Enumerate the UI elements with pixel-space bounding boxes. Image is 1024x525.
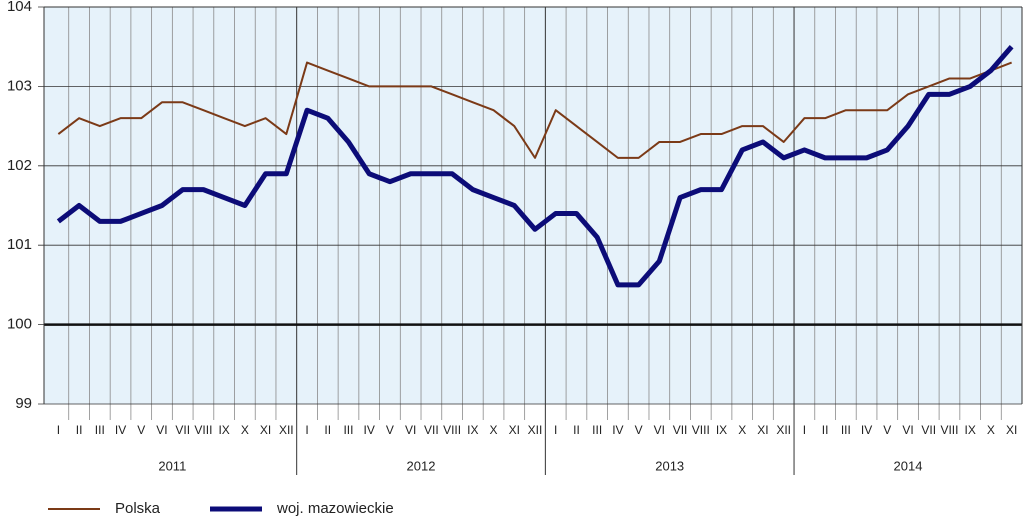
x-tick-label: XI (260, 423, 271, 437)
x-tick-label: V (883, 423, 891, 437)
x-tick-label: VII (175, 423, 190, 437)
y-tick-label: 104 (7, 0, 32, 15)
x-tick-label: XI (1006, 423, 1017, 437)
y-tick-label: 100 (7, 316, 32, 333)
x-tick-label: IV (861, 423, 872, 437)
x-tick-label: IV (364, 423, 375, 437)
x-tick-label: X (738, 423, 746, 437)
x-tick-label: III (343, 423, 353, 437)
y-tick-label: 101 (7, 236, 32, 253)
legend-label: woj. mazowieckie (276, 500, 394, 517)
x-tick-label: VII (424, 423, 439, 437)
series-line (57, 61, 1012, 159)
year-label: 2014 (894, 458, 923, 473)
x-tick-label: X (490, 423, 498, 437)
x-tick-label: II (76, 423, 83, 437)
x-tick-label: III (592, 423, 602, 437)
legend-label: Polska (115, 500, 161, 517)
series-line (56, 45, 1014, 288)
x-tick-label: VI (405, 423, 416, 437)
year-label: 2011 (158, 458, 186, 473)
x-tick-label: V (635, 423, 643, 437)
x-tick-label: VI (156, 423, 167, 437)
x-tick-label: IV (612, 423, 623, 437)
x-tick-label: VIII (940, 423, 958, 437)
x-tick-label: VII (673, 423, 688, 437)
x-tick-label: X (241, 423, 249, 437)
x-tick-label: V (137, 423, 145, 437)
x-tick-label: VIII (692, 423, 710, 437)
x-tick-label: I (803, 423, 806, 437)
x-tick-label: I (554, 423, 557, 437)
x-tick-label: II (822, 423, 829, 437)
x-tick-label: XII (528, 423, 543, 437)
x-tick-label: VI (902, 423, 913, 437)
x-tick-label: XI (757, 423, 768, 437)
x-tick-label: IV (115, 423, 126, 437)
x-tick-label: X (987, 423, 995, 437)
year-label: 2012 (407, 458, 436, 473)
x-tick-label: XII (279, 423, 294, 437)
year-label: 2013 (655, 458, 684, 473)
x-tick-label: XI (509, 423, 520, 437)
x-tick-label: VI (654, 423, 665, 437)
y-tick-label: 103 (7, 77, 32, 94)
x-tick-label: XII (776, 423, 791, 437)
x-tick-label: IX (965, 423, 976, 437)
x-tick-label: I (57, 423, 60, 437)
x-tick-label: II (573, 423, 580, 437)
x-tick-label: III (95, 423, 105, 437)
y-tick-label: 99 (15, 395, 32, 412)
x-tick-label: V (386, 423, 394, 437)
x-tick-label: IX (716, 423, 727, 437)
y-tick-label: 102 (7, 157, 32, 174)
x-tick-label: VIII (194, 423, 212, 437)
plot-background (44, 7, 1022, 404)
x-tick-label: VIII (443, 423, 461, 437)
x-tick-label: II (324, 423, 331, 437)
x-tick-label: IX (218, 423, 229, 437)
x-tick-label: I (305, 423, 308, 437)
x-tick-label: IX (467, 423, 478, 437)
x-tick-label: III (841, 423, 851, 437)
x-tick-label: VII (921, 423, 936, 437)
